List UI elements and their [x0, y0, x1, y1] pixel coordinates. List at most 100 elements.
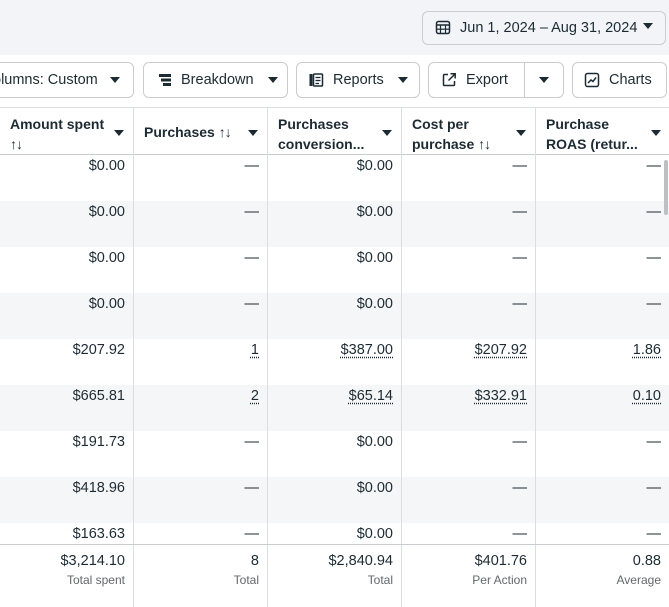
sort-icon[interactable]: ↑↓ — [218, 124, 232, 140]
toolbar: olumns: Custom Breakdown Reports Export … — [0, 55, 669, 107]
total-caption: Total — [233, 573, 259, 587]
chevron-down-icon[interactable] — [114, 130, 124, 136]
table-cell[interactable]: $207.92 — [474, 342, 527, 358]
table-cell: $0.00 — [356, 526, 393, 542]
date-range-picker[interactable]: Jun 1, 2024 – Aug 31, 2024 — [422, 11, 666, 45]
total-value: $401.76 — [474, 553, 527, 569]
chevron-down-icon[interactable] — [516, 130, 526, 136]
charts-button[interactable]: Charts — [572, 62, 667, 98]
table-row[interactable]: $418.96 — $0.00 — — — [0, 477, 669, 523]
charts-icon — [584, 72, 600, 88]
table-header: Amount spent ↑↓ Purchases ↑↓ Purchases con… — [0, 107, 669, 155]
column-title: Amount spent — [10, 116, 105, 132]
reports-button[interactable]: Reports — [296, 62, 420, 98]
table-cell[interactable]: 1 — [250, 342, 259, 358]
table-cell: $0.00 — [356, 480, 393, 496]
column-header-purchase-roas[interactable]: Purchase ROAS (retur... — [536, 108, 669, 155]
total-caption: Average — [616, 573, 661, 587]
chevron-down-icon[interactable] — [382, 130, 392, 136]
column-header-amount-spent[interactable]: Amount spent ↑↓ — [0, 108, 134, 155]
table-cell: $0.00 — [356, 204, 393, 220]
table-cell: $0.00 — [356, 296, 393, 312]
column-title-line2: purchase — [412, 136, 475, 152]
table-cell[interactable]: $65.14 — [348, 388, 393, 404]
chevron-down-icon — [539, 77, 549, 83]
table-cell: — — [244, 434, 260, 450]
table-cell: — — [512, 480, 528, 496]
table-cell: — — [646, 434, 662, 450]
total-purchase-roas: 0.88 Average — [536, 545, 669, 607]
column-header-purchases[interactable]: Purchases ↑↓ — [134, 108, 268, 155]
vertical-scrollbar[interactable] — [664, 160, 668, 215]
reports-icon — [308, 72, 324, 88]
date-range-label: Jun 1, 2024 – Aug 31, 2024 — [460, 20, 638, 36]
total-value: 0.88 — [632, 553, 661, 569]
column-divider — [401, 545, 402, 607]
column-title-line2: ROAS (retur... — [546, 136, 638, 152]
column-header-cost-per-purchase[interactable]: Cost per purchase ↑↓ — [402, 108, 536, 155]
table-cell: $0.00 — [356, 434, 393, 450]
table-cell[interactable]: 1.86 — [632, 342, 661, 358]
table-footer-totals: $3,214.10 Total spent 8 Total $2,840.94 … — [0, 544, 669, 607]
table-cell: $0.00 — [356, 250, 393, 266]
column-divider — [133, 107, 134, 607]
calendar-icon — [435, 19, 451, 38]
top-bar: Jun 1, 2024 – Aug 31, 2024 — [0, 0, 669, 55]
table-row[interactable]: $0.00 — $0.00 — — — [0, 155, 669, 201]
table-cell: — — [512, 296, 528, 312]
total-amount-spent: $3,214.10 Total spent — [0, 545, 134, 607]
table-cell: — — [244, 250, 260, 266]
reports-label: Reports — [333, 72, 384, 88]
table-row[interactable]: $191.73 — $0.00 — — — [0, 431, 669, 477]
table-cell: $418.96 — [72, 480, 125, 496]
breakdown-icon — [157, 72, 173, 88]
total-cost-per-purchase: $401.76 Per Action — [402, 545, 536, 607]
sort-icon[interactable]: ↑↓ — [10, 136, 23, 152]
column-title: Purchases — [144, 124, 215, 140]
table-cell[interactable]: $332.91 — [474, 388, 527, 404]
chevron-down-icon[interactable] — [651, 130, 661, 136]
export-button[interactable]: Export — [428, 62, 525, 98]
chevron-down-icon[interactable] — [248, 130, 258, 136]
table-cell: $0.00 — [88, 204, 125, 220]
table-row[interactable]: $665.81 2 $65.14 $332.91 0.10 — [0, 385, 669, 431]
table-cell[interactable]: 0.10 — [632, 388, 661, 404]
total-value: $3,214.10 — [60, 553, 125, 569]
charts-label: Charts — [609, 72, 652, 88]
column-divider — [401, 107, 402, 607]
table-cell: — — [646, 250, 662, 266]
table-cell: $163.63 — [72, 526, 125, 542]
column-divider — [133, 545, 134, 607]
table-row[interactable]: $163.63 — $0.00 — — — [0, 523, 669, 569]
table-cell: — — [244, 480, 260, 496]
table-row[interactable]: $0.00 — $0.00 — — — [0, 247, 669, 293]
table-cell: $0.00 — [88, 250, 125, 266]
sort-icon[interactable]: ↑↓ — [478, 136, 491, 152]
chevron-down-icon — [397, 77, 408, 83]
table-row[interactable]: $207.92 1 $387.00 $207.92 1.86 — [0, 339, 669, 385]
table-cell[interactable]: 2 — [250, 388, 259, 404]
table-cell: $0.00 — [356, 158, 393, 174]
table-cell: — — [244, 204, 260, 220]
column-header-purchases-conversion[interactable]: Purchases conversion... — [268, 108, 402, 155]
chevron-down-icon — [267, 77, 278, 83]
chevron-down-icon — [643, 23, 653, 29]
column-divider — [267, 107, 268, 607]
table-cell: — — [244, 296, 260, 312]
table-cell[interactable]: $387.00 — [340, 342, 393, 358]
total-purchases-conversion: $2,840.94 Total — [268, 545, 402, 607]
columns-button[interactable]: olumns: Custom — [0, 62, 134, 98]
table-cell: — — [646, 296, 662, 312]
total-value: $2,840.94 — [328, 553, 393, 569]
column-divider — [267, 545, 268, 607]
breakdown-button[interactable]: Breakdown — [143, 62, 288, 98]
table-cell: — — [244, 158, 260, 174]
export-options-button[interactable] — [524, 62, 564, 98]
total-caption: Total spent — [66, 573, 125, 587]
column-divider — [535, 107, 536, 607]
table-row[interactable]: $0.00 — $0.00 — — — [0, 201, 669, 247]
table-row[interactable]: $0.00 — $0.00 — — — [0, 293, 669, 339]
table-cell: — — [646, 204, 662, 220]
table-cell: — — [512, 250, 528, 266]
table-cell: — — [646, 480, 662, 496]
